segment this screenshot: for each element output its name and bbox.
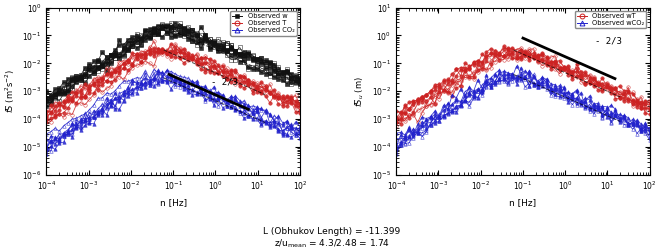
Legend: Observed w, Observed T, Observed CO₂: Observed w, Observed T, Observed CO₂ bbox=[230, 11, 296, 36]
Y-axis label: $fS$ (m$^2$s$^{-2}$): $fS$ (m$^2$s$^{-2}$) bbox=[3, 69, 17, 114]
X-axis label: n [Hz]: n [Hz] bbox=[509, 198, 536, 207]
Y-axis label: $fS_u$ (m): $fS_u$ (m) bbox=[354, 76, 367, 107]
Text: - 2/3: - 2/3 bbox=[211, 77, 238, 86]
Text: L (Obhukov Length) = -11.399
z/u$_{\rm mean}$ = 4.3/2.48 = 1.74: L (Obhukov Length) = -11.399 z/u$_{\rm m… bbox=[263, 227, 400, 250]
Legend: Observed wT, Observed wCO₂: Observed wT, Observed wCO₂ bbox=[575, 11, 646, 28]
Text: - 2/3: - 2/3 bbox=[595, 37, 622, 46]
X-axis label: n [Hz]: n [Hz] bbox=[160, 198, 187, 207]
